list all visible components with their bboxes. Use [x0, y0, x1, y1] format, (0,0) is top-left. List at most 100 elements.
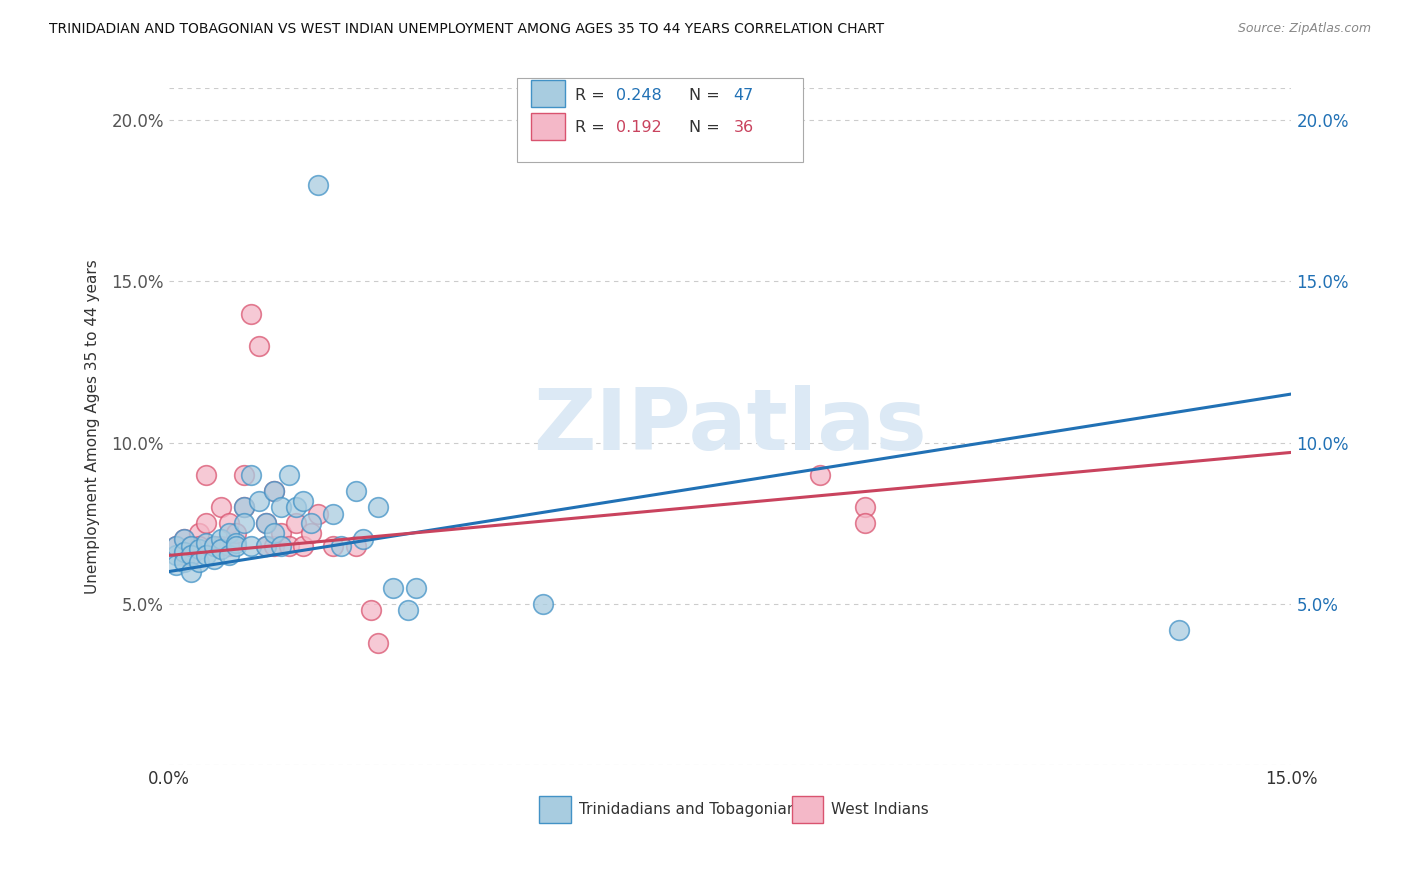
Point [225, 535, 247, 549]
Point [322, 539, 344, 553]
Point [344, 483, 367, 498]
Point [382, 581, 405, 595]
FancyBboxPatch shape [517, 78, 803, 162]
Point [187, 525, 209, 540]
Point [396, 603, 419, 617]
Point [240, 539, 263, 553]
Point [285, 516, 308, 531]
Point [187, 541, 209, 556]
Point [225, 539, 247, 553]
Point [180, 549, 202, 563]
Text: ZIPatlas: ZIPatlas [533, 385, 927, 468]
Point [218, 549, 240, 563]
Point [202, 539, 225, 553]
Point [263, 539, 285, 553]
Text: TRINIDADIAN AND TOBAGONIAN VS WEST INDIAN UNEMPLOYMENT AMONG AGES 35 TO 44 YEARS: TRINIDADIAN AND TOBAGONIAN VS WEST INDIA… [49, 22, 884, 37]
Point [263, 483, 285, 498]
Point [263, 525, 285, 540]
Text: 47: 47 [734, 87, 754, 103]
Point [165, 549, 187, 563]
Point [270, 539, 292, 553]
Text: R =: R = [575, 87, 610, 103]
Point [292, 539, 315, 553]
Point [195, 467, 218, 482]
Text: R =: R = [575, 120, 610, 136]
Point [299, 516, 322, 531]
Point [308, 178, 330, 192]
Point [270, 500, 292, 514]
Bar [531, 80, 565, 107]
Point [299, 525, 322, 540]
Point [165, 539, 187, 553]
Point [232, 500, 254, 514]
Point [254, 539, 277, 553]
Point [209, 539, 232, 553]
Point [367, 500, 389, 514]
Point [405, 581, 427, 595]
Point [195, 549, 218, 563]
Point [165, 539, 187, 553]
Bar [792, 796, 824, 822]
Point [187, 539, 209, 553]
Point [352, 533, 374, 547]
Point [209, 500, 232, 514]
Point [344, 539, 367, 553]
Text: 0.192: 0.192 [616, 120, 661, 136]
Point [270, 525, 292, 540]
Point [240, 467, 263, 482]
Point [247, 493, 270, 508]
Text: N =: N = [689, 120, 724, 136]
Point [218, 516, 240, 531]
Point [329, 539, 352, 553]
Point [173, 533, 195, 547]
Point [218, 525, 240, 540]
Point [247, 339, 270, 353]
Y-axis label: Unemployment Among Ages 35 to 44 years: Unemployment Among Ages 35 to 44 years [86, 259, 100, 594]
Point [254, 516, 277, 531]
Point [277, 539, 299, 553]
Point [202, 539, 225, 553]
Point [1168, 623, 1191, 637]
Point [173, 533, 195, 547]
Point [180, 549, 202, 563]
Point [218, 539, 240, 553]
Point [173, 549, 195, 563]
Point [308, 507, 330, 521]
Point [165, 558, 187, 573]
Point [254, 516, 277, 531]
Point [531, 597, 554, 611]
Point [202, 551, 225, 566]
Point [254, 539, 277, 553]
Point [173, 555, 195, 569]
Point [277, 467, 299, 482]
Point [225, 525, 247, 540]
Point [360, 603, 382, 617]
Point [180, 565, 202, 579]
Point [173, 545, 195, 559]
Text: Trinidadians and Tobagonians: Trinidadians and Tobagonians [578, 802, 804, 817]
Text: N =: N = [689, 87, 724, 103]
Point [209, 533, 232, 547]
Bar [531, 112, 565, 140]
Point [180, 539, 202, 553]
Point [322, 507, 344, 521]
Point [232, 516, 254, 531]
Point [195, 535, 218, 549]
Point [232, 467, 254, 482]
Bar [540, 796, 571, 822]
Point [240, 306, 263, 320]
Point [367, 635, 389, 649]
Point [209, 541, 232, 556]
Text: 36: 36 [734, 120, 754, 136]
Point [180, 539, 202, 553]
Point [263, 483, 285, 498]
Point [232, 500, 254, 514]
Point [853, 500, 876, 514]
Text: Source: ZipAtlas.com: Source: ZipAtlas.com [1237, 22, 1371, 36]
Point [853, 516, 876, 531]
Point [285, 500, 308, 514]
Text: West Indians: West Indians [831, 802, 929, 817]
Point [808, 467, 831, 482]
Point [195, 516, 218, 531]
Point [187, 555, 209, 569]
